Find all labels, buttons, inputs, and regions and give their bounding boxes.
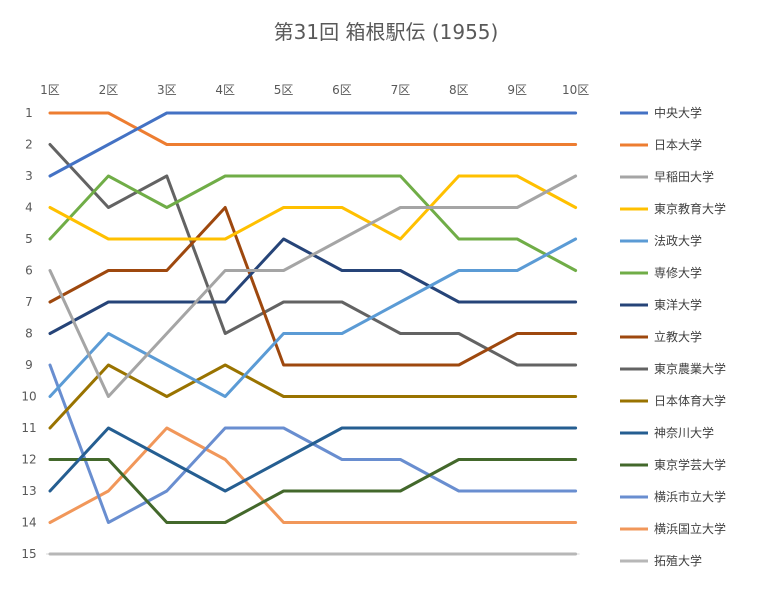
legend-label: 横浜国立大学 [654, 521, 726, 536]
series-line [48, 426, 578, 524]
legend-label: 日本体育大学 [654, 393, 726, 408]
x-tick-label: 9区 [507, 83, 527, 97]
x-tick-label: 6区 [332, 83, 352, 97]
legend-label: 東京教育大学 [654, 201, 726, 216]
legend-label: 横浜市立大学 [654, 489, 726, 504]
chart-title: 第31回 箱根駅伝 (1955) [274, 20, 499, 44]
y-tick-label: 3 [25, 169, 33, 183]
y-tick-label: 4 [25, 201, 33, 215]
legend: 中央大学日本大学早稲田大学東京教育大学法政大学専修大学東洋大学立教大学東京農業大… [620, 105, 726, 568]
series-lines [48, 111, 578, 556]
legend-label: 東京学芸大学 [654, 457, 726, 472]
legend-label: 立教大学 [654, 329, 702, 344]
x-tick-label: 2区 [99, 83, 119, 97]
y-tick-label: 13 [21, 484, 36, 498]
y-tick-label: 12 [21, 453, 36, 467]
series-line [48, 111, 578, 146]
y-tick-label: 11 [21, 421, 36, 435]
legend-label: 神奈川大学 [654, 425, 714, 440]
x-tick-label: 4区 [215, 83, 235, 97]
y-tick-label: 1 [25, 106, 33, 120]
x-tick-label: 1区 [40, 83, 60, 97]
legend-label: 専修大学 [654, 265, 702, 280]
y-tick-label: 15 [21, 547, 36, 561]
y-tick-label: 5 [25, 232, 33, 246]
series-line [48, 237, 578, 398]
legend-label: 早稲田大学 [654, 169, 714, 184]
legend-label: 中央大学 [654, 105, 702, 120]
x-tick-label: 7区 [391, 83, 411, 97]
series-line [48, 111, 578, 178]
y-tick-label: 10 [21, 390, 36, 404]
y-tick-label: 14 [21, 516, 36, 530]
legend-label: 日本大学 [654, 137, 702, 152]
series-line [48, 174, 578, 398]
series-line [48, 363, 578, 430]
legend-label: 拓殖大学 [654, 553, 702, 568]
y-tick-label: 9 [25, 358, 33, 372]
series-line [48, 174, 578, 272]
legend-label: 東京農業大学 [654, 361, 726, 376]
x-axis-ticks: 1区 2区 3区 4区 5区 6区 7区 8区 9区 10区 [40, 83, 589, 97]
y-tick-label: 2 [25, 138, 33, 152]
legend-label: 東洋大学 [654, 297, 702, 312]
series-line [48, 458, 578, 524]
x-tick-label: 8区 [449, 83, 469, 97]
series-line [48, 174, 578, 241]
y-tick-label: 6 [25, 264, 33, 278]
x-tick-label: 10区 [562, 83, 589, 97]
y-tick-label: 8 [25, 327, 33, 341]
x-tick-label: 3区 [157, 83, 177, 97]
x-tick-label: 5区 [274, 83, 294, 97]
series-line [48, 206, 578, 367]
legend-label: 法政大学 [654, 233, 702, 248]
y-tick-label: 7 [25, 295, 33, 309]
series-line [48, 426, 578, 493]
